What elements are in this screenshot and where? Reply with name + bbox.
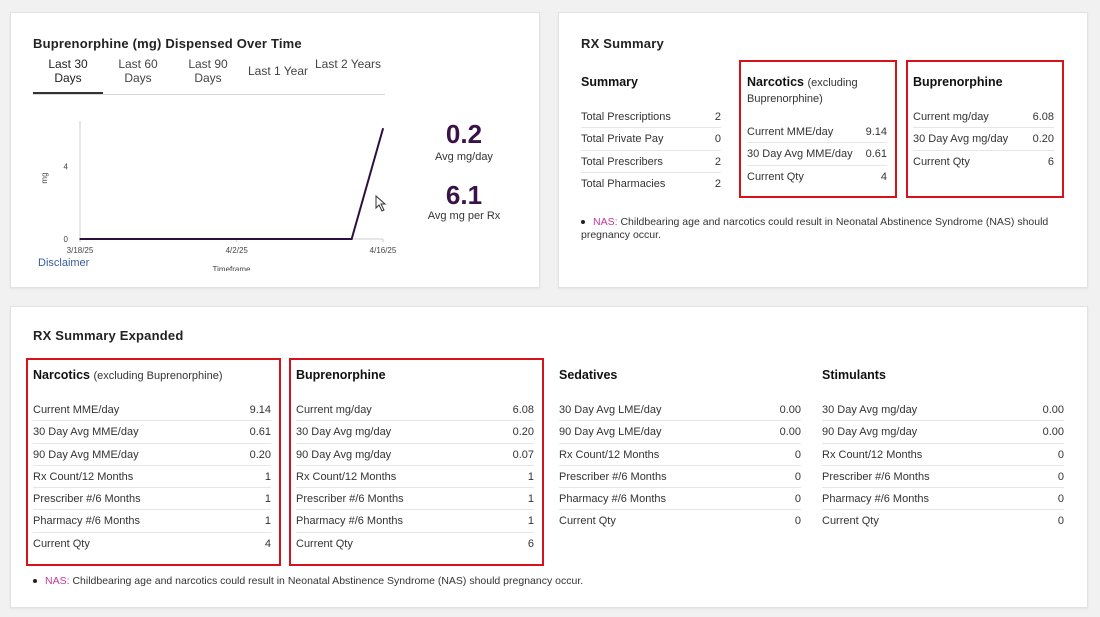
buprenorphine-expanded-heading: Buprenorphine	[296, 368, 386, 382]
y-tick-label: 0	[64, 235, 69, 244]
table-row: Current MME/day 9.14	[747, 121, 887, 144]
table-row: Total Pharmacies 2	[581, 177, 721, 190]
table-row: Current Qty 4	[747, 170, 887, 183]
bullet-icon	[33, 579, 37, 584]
stimulants-table: 30 Day Avg mg/day 0.00 90 Day Avg mg/day 0…	[822, 399, 1064, 533]
table-row: 30 Day Avg LME/day 0.00	[559, 399, 801, 422]
narcotics-highlight-box	[739, 60, 897, 198]
x-tick-label: 4/16/25	[370, 246, 397, 255]
buprenorphine-expanded-highlight-box	[289, 358, 544, 566]
table-row: Total Prescriptions 2	[581, 106, 721, 129]
data-point	[79, 238, 81, 240]
tab-last-30-days[interactable]: Last 30 Days	[33, 57, 103, 94]
timeframe-tabs: Last 30 Days Last 60 Days Last 90 Days L…	[33, 57, 385, 95]
table-row: 30 Day Avg MME/day 0.61	[747, 143, 887, 166]
tab-last-2-years[interactable]: Last 2 Years	[314, 57, 382, 71]
rx-summary-title: RX Summary	[581, 36, 664, 51]
table-row: Current mg/day 6.08	[913, 106, 1054, 129]
y-tick-label: 4	[64, 162, 69, 171]
data-point	[350, 238, 353, 240]
table-row: Current Qty 0	[822, 515, 1064, 528]
table-row: Prescriber #/6 Months 1	[33, 488, 271, 511]
table-row: Current Qty 6	[296, 537, 534, 550]
y-axis-label: mg	[40, 172, 49, 183]
nas-note: NAS: Childbearing age and narcotics coul…	[581, 216, 1049, 241]
table-row: 30 Day Avg MME/day 0.61	[33, 421, 271, 444]
table-row: 90 Day Avg mg/day 0.07	[296, 444, 534, 466]
narcotics-expanded-highlight-box	[26, 358, 281, 566]
stimulants-heading: Stimulants	[822, 368, 886, 382]
table-row: Current Qty 6	[913, 155, 1054, 168]
table-row: 90 Day Avg LME/day 0.00	[559, 421, 801, 444]
narcotics-expanded-table: Current MME/day 9.14 30 Day Avg MME/day 0.…	[33, 399, 271, 555]
narcotics-table: Current MME/day 9.14 30 Day Avg MME/day 0.…	[747, 121, 887, 188]
table-row: Total Prescribers 2	[581, 151, 721, 173]
table-row: Pharmacy #/6 Months 0	[822, 488, 1064, 511]
table-row: Rx Count/12 Months 0	[559, 444, 801, 466]
table-row: Total Private Pay 0	[581, 128, 721, 151]
avg-mg-rx-value: 6.1	[445, 180, 483, 210]
disclaimer-link[interactable]: Disclaimer	[38, 257, 90, 269]
data-point	[382, 127, 384, 130]
table-row: Pharmacy #/6 Months 0	[559, 488, 801, 511]
table-row: 90 Day Avg MME/day 0.20	[33, 444, 271, 466]
bullet-icon	[581, 220, 585, 225]
table-row: Rx Count/12 Months 1	[33, 466, 271, 489]
mouse-cursor-icon	[375, 195, 387, 212]
table-row: Prescriber #/6 Months 0	[559, 466, 801, 489]
summary-heading: Summary	[581, 75, 638, 89]
table-row: Current Qty 0	[559, 515, 801, 528]
nas-note-expanded: NAS: Childbearing age and narcotics coul…	[33, 575, 933, 588]
rx-expanded-title: RX Summary Expanded	[33, 328, 184, 343]
buprenorphine-table: Current mg/day 6.08 30 Day Avg mg/day 0.20…	[913, 106, 1054, 173]
buprenorphine-expanded-table: Current mg/day 6.08 30 Day Avg mg/day 0.20…	[296, 399, 534, 555]
table-row: 30 Day Avg mg/day 0.00	[822, 399, 1064, 422]
table-row: 30 Day Avg mg/day 0.20	[296, 421, 534, 444]
table-row: Pharmacy #/6 Months 1	[296, 510, 534, 533]
narcotics-heading: Narcotics (excluding Buprenorphine)	[747, 75, 858, 105]
table-row: Current MME/day 9.14	[33, 399, 271, 422]
narcotics-expanded-heading: Narcotics (excluding Buprenorphine)	[33, 368, 223, 382]
tab-last-60-days[interactable]: Last 60 Days	[118, 57, 158, 85]
avg-mg-rx-label: Avg mg per Rx	[427, 210, 501, 222]
dispensed-line-chart: 0 4 3/18/25 4/2/25 4/16/25 Timeframe mg	[40, 121, 397, 271]
tab-last-1-year[interactable]: Last 1 Year	[247, 64, 309, 78]
table-row: Pharmacy #/6 Months 1	[33, 510, 271, 533]
table-row: Rx Count/12 Months 1	[296, 466, 534, 489]
table-row: 90 Day Avg mg/day 0.00	[822, 421, 1064, 444]
sedatives-table: 30 Day Avg LME/day 0.00 90 Day Avg LME/da…	[559, 399, 801, 533]
table-row: Current Qty 4	[33, 537, 271, 550]
rx-summary-card: RX Summary Summary Total Prescriptions 2 …	[558, 12, 1088, 288]
summary-table: Total Prescriptions 2 Total Private Pay 0 …	[581, 106, 721, 195]
buprenorphine-highlight-box	[906, 60, 1064, 198]
series-line	[80, 128, 384, 240]
x-axis-label: Timeframe	[213, 265, 251, 271]
avg-mg-day-value: 0.2	[445, 119, 483, 149]
table-row: 30 Day Avg mg/day 0.20	[913, 128, 1054, 151]
chart-card-title: Buprenorphine (mg) Dispensed Over Time	[33, 36, 302, 51]
table-row: Prescriber #/6 Months 1	[296, 488, 534, 511]
chart-card: Buprenorphine (mg) Dispensed Over Time L…	[10, 12, 540, 288]
rx-expanded-card: RX Summary Expanded Narcotics (excluding…	[10, 306, 1088, 608]
avg-mg-day-label: Avg mg/day	[435, 151, 493, 163]
table-row: Rx Count/12 Months 0	[822, 444, 1064, 466]
table-row: Prescriber #/6 Months 0	[822, 466, 1064, 489]
buprenorphine-heading: Buprenorphine	[913, 75, 1003, 89]
tab-last-90-days[interactable]: Last 90 Days	[188, 57, 228, 85]
x-tick-label: 3/18/25	[67, 246, 94, 255]
sedatives-heading: Sedatives	[559, 368, 618, 382]
x-tick-label: 4/2/25	[226, 246, 249, 255]
table-row: Current mg/day 6.08	[296, 399, 534, 422]
